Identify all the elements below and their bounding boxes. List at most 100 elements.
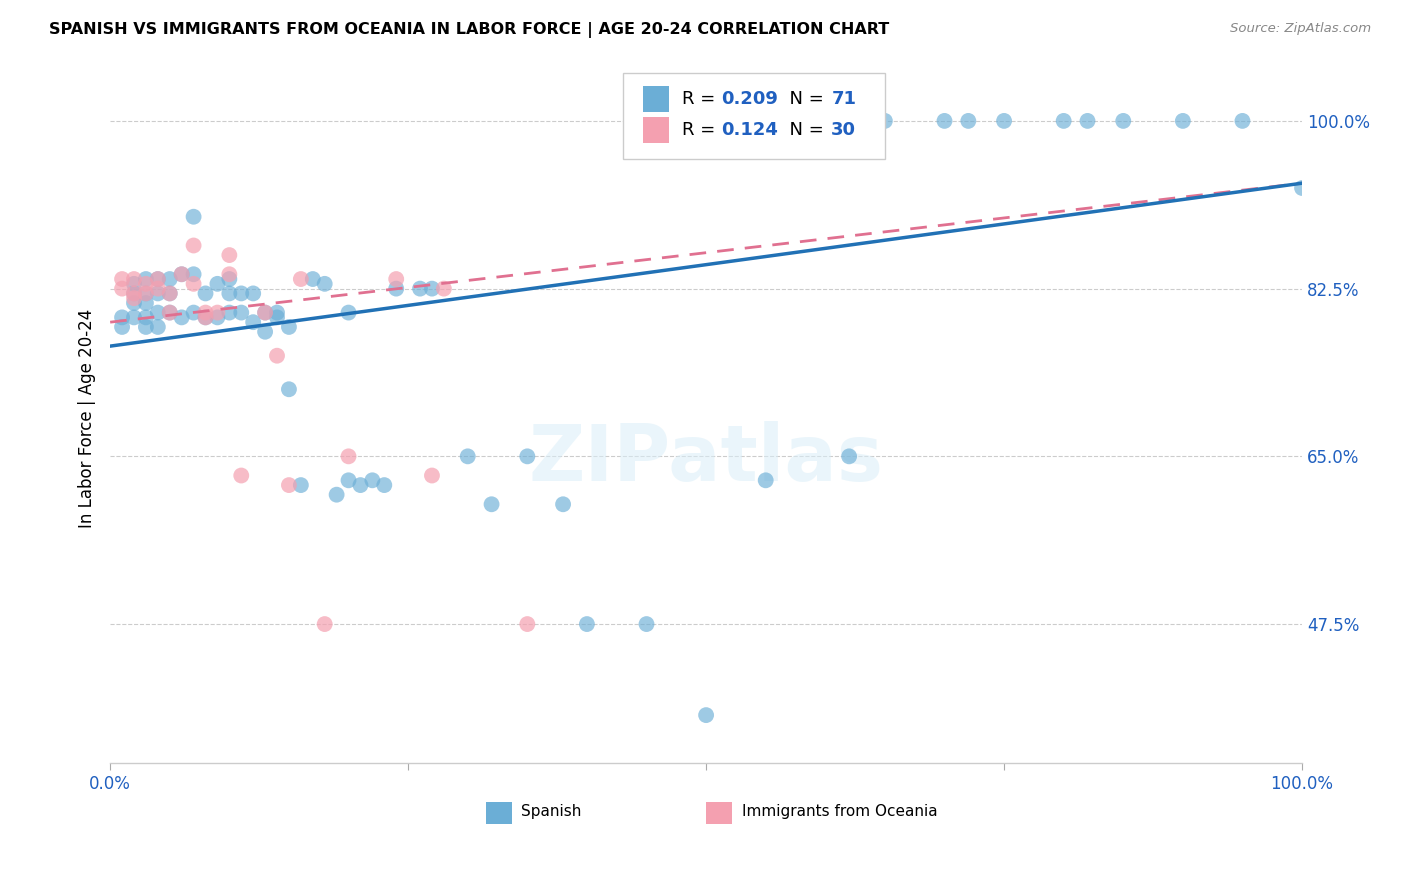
Point	[231, 305, 253, 319]
Point	[183, 238, 205, 252]
Point	[254, 305, 277, 319]
Text: R =: R =	[682, 121, 721, 139]
Point	[242, 315, 264, 329]
Point	[135, 296, 157, 310]
Point	[755, 473, 778, 487]
Text: Immigrants from Oceania: Immigrants from Oceania	[742, 804, 938, 819]
Point	[183, 210, 205, 224]
Point	[957, 114, 980, 128]
Point	[266, 305, 288, 319]
Point	[146, 305, 169, 319]
Point	[146, 282, 169, 296]
FancyBboxPatch shape	[485, 802, 512, 824]
FancyBboxPatch shape	[706, 802, 733, 824]
FancyBboxPatch shape	[623, 73, 884, 160]
Point	[146, 320, 169, 334]
Point	[314, 277, 336, 291]
Point	[207, 310, 229, 325]
Point	[516, 617, 538, 632]
Point	[420, 282, 443, 296]
Point	[254, 325, 277, 339]
Point	[122, 310, 145, 325]
Point	[409, 282, 432, 296]
Point	[420, 468, 443, 483]
Point	[122, 277, 145, 291]
Point	[325, 488, 347, 502]
Point	[278, 320, 301, 334]
Point	[122, 286, 145, 301]
Text: N =: N =	[778, 121, 830, 139]
Point	[301, 272, 323, 286]
Point	[1291, 181, 1313, 195]
Point	[111, 310, 134, 325]
Point	[135, 286, 157, 301]
Text: 0.124: 0.124	[721, 121, 779, 139]
Point	[183, 277, 205, 291]
Point	[170, 310, 193, 325]
Point	[290, 272, 312, 286]
Point	[218, 305, 240, 319]
Point	[266, 349, 288, 363]
Point	[122, 272, 145, 286]
Text: Source: ZipAtlas.com: Source: ZipAtlas.com	[1230, 22, 1371, 36]
Point	[385, 282, 408, 296]
Point	[314, 617, 336, 632]
Point	[170, 267, 193, 281]
Point	[1171, 114, 1194, 128]
Point	[337, 473, 360, 487]
Point	[159, 286, 181, 301]
Point	[838, 450, 860, 464]
Point	[183, 267, 205, 281]
Text: ZIPatlas: ZIPatlas	[529, 421, 883, 498]
Point	[194, 310, 217, 325]
Point	[551, 497, 574, 511]
Point	[457, 450, 479, 464]
Point	[122, 286, 145, 301]
Point	[218, 272, 240, 286]
Point	[290, 478, 312, 492]
Point	[218, 286, 240, 301]
Point	[111, 320, 134, 334]
Point	[361, 473, 384, 487]
Point	[170, 267, 193, 281]
Text: Spanish: Spanish	[522, 804, 582, 819]
Point	[337, 450, 360, 464]
Point	[218, 248, 240, 262]
Point	[1232, 114, 1254, 128]
Point	[266, 310, 288, 325]
Text: R =: R =	[682, 90, 721, 108]
Point	[183, 305, 205, 319]
Point	[122, 291, 145, 305]
Point	[218, 267, 240, 281]
Point	[278, 382, 301, 396]
Point	[194, 286, 217, 301]
Point	[1076, 114, 1098, 128]
Text: 30: 30	[831, 121, 856, 139]
Point	[111, 272, 134, 286]
Point	[934, 114, 956, 128]
Point	[873, 114, 896, 128]
Point	[349, 478, 371, 492]
Point	[337, 305, 360, 319]
Point	[373, 478, 395, 492]
Point	[278, 478, 301, 492]
Point	[385, 272, 408, 286]
Point	[135, 310, 157, 325]
Point	[159, 305, 181, 319]
Point	[135, 272, 157, 286]
Point	[993, 114, 1015, 128]
Point	[194, 305, 217, 319]
Point	[146, 272, 169, 286]
Point	[433, 282, 456, 296]
Point	[135, 286, 157, 301]
Point	[231, 286, 253, 301]
Point	[636, 617, 658, 632]
Point	[575, 617, 598, 632]
Point	[207, 305, 229, 319]
FancyBboxPatch shape	[643, 117, 669, 144]
Text: 71: 71	[831, 90, 856, 108]
Point	[207, 277, 229, 291]
Point	[159, 286, 181, 301]
Point	[135, 277, 157, 291]
Point	[135, 320, 157, 334]
